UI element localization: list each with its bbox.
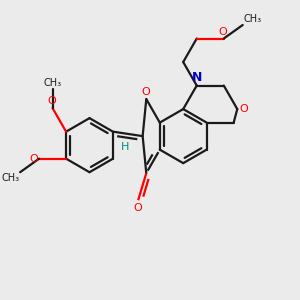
Text: O: O bbox=[218, 27, 227, 37]
Text: O: O bbox=[47, 96, 56, 106]
Text: O: O bbox=[29, 154, 38, 164]
Text: CH₃: CH₃ bbox=[244, 14, 262, 24]
Text: CH₃: CH₃ bbox=[1, 173, 19, 183]
Text: O: O bbox=[239, 104, 248, 114]
Text: O: O bbox=[134, 203, 142, 213]
Text: O: O bbox=[141, 87, 150, 97]
Text: CH₃: CH₃ bbox=[44, 78, 62, 88]
Text: H: H bbox=[121, 142, 129, 152]
Text: N: N bbox=[191, 70, 202, 84]
